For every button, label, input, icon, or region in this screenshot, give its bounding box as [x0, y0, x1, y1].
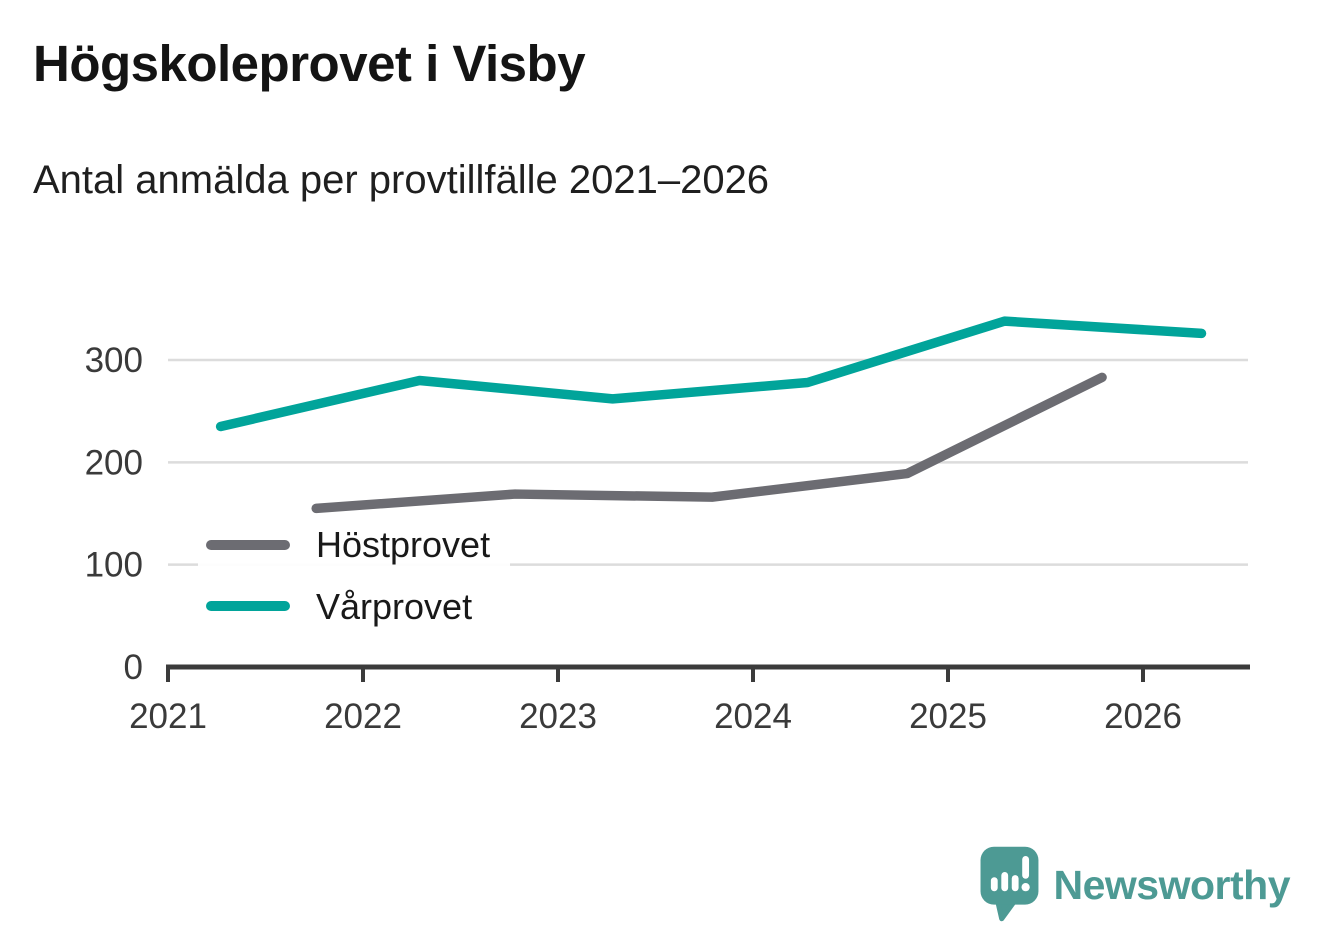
newsworthy-logo: Newsworthy: [980, 846, 1291, 925]
varprovet-line-swatch: [206, 601, 290, 612]
newsworthy-speech-bubble-bar-chart-icon: [980, 846, 1038, 922]
legend-label: Höstprovet: [316, 524, 491, 565]
x-axis-tick-label: 2021: [129, 697, 207, 736]
x-axis-tick-label: 2023: [519, 697, 597, 736]
newsworthy-logo-text: Newsworthy: [1053, 862, 1291, 908]
legend-item-hostprovet: Höstprovet: [198, 518, 511, 572]
legend-label: Vårprovet: [316, 585, 473, 627]
y-axis-tick-label: 300: [85, 341, 143, 380]
x-axis-tick-label: 2024: [714, 697, 792, 736]
x-axis-tick-label: 2025: [909, 697, 987, 736]
y-axis-tick-label: 100: [85, 546, 143, 585]
x-axis-tick-label: 2022: [324, 697, 402, 736]
series-line-vrprovet: [215, 316, 1207, 432]
hostprovet-line-swatch: [206, 539, 290, 550]
series-line-hstprovet: [311, 372, 1107, 514]
chart-subtitle: Antal anmälda per provtillfälle 2021–202…: [33, 158, 770, 202]
chart-legend: Höstprovet Vårprovet: [198, 518, 511, 641]
x-axis-tick-label: 2026: [1104, 697, 1182, 736]
page-title: Högskoleprovet i Visby: [33, 35, 586, 92]
y-axis-tick-label: 200: [85, 443, 143, 482]
legend-item-varprovet: Vårprovet: [198, 579, 511, 634]
y-axis-tick-label: 0: [124, 648, 143, 687]
